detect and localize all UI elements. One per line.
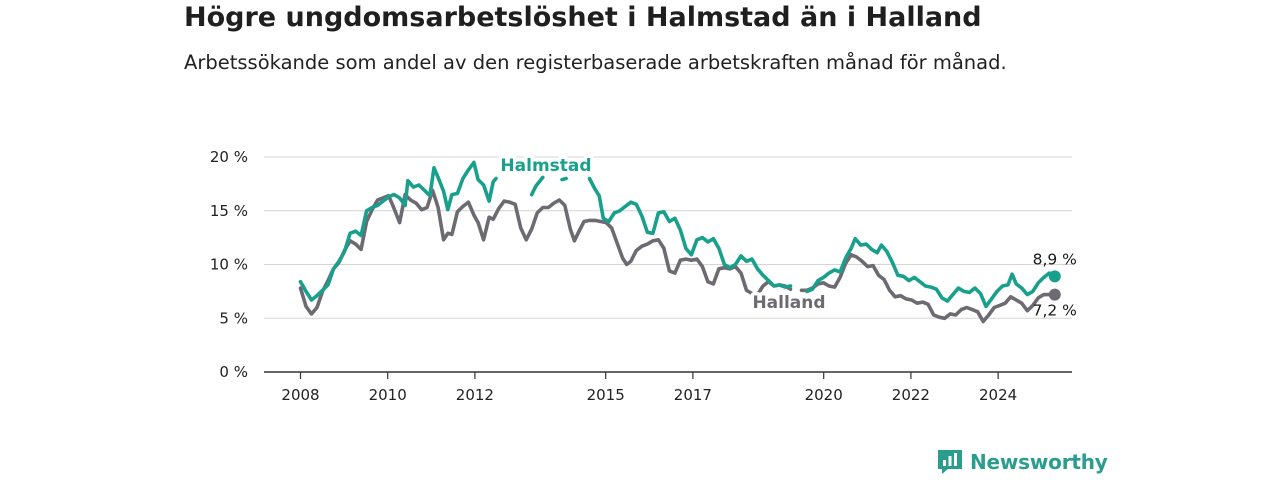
series-end-point-halland: [1048, 288, 1061, 301]
x-tick-label: 2017: [674, 386, 712, 404]
series-line-halmstad: [298, 160, 1057, 309]
brand-name: Newsworthy: [970, 450, 1108, 474]
y-tick-label: 5 %: [219, 309, 248, 327]
series-line-halland: [298, 188, 1057, 324]
brand: Newsworthy: [936, 448, 1108, 476]
x-tick-label: 2010: [369, 386, 407, 404]
x-tick-label: 2022: [892, 386, 930, 404]
x-tick-label: 2008: [281, 386, 319, 404]
y-tick-label: 15 %: [210, 202, 248, 220]
y-tick-label: 20 %: [210, 148, 248, 166]
x-tick-label: 2015: [587, 386, 625, 404]
chart-subtitle: Arbetssökande som andel av den registerb…: [184, 51, 1007, 74]
y-tick-label: 10 %: [210, 256, 248, 274]
series-end-point-halmstad: [1048, 270, 1061, 283]
series-label-halo: Halmstad: [500, 156, 591, 176]
x-tick-label: 2024: [979, 386, 1017, 404]
series-label-halland: Halland: [752, 293, 825, 313]
x-tick-label: 2020: [805, 386, 843, 404]
x-tick-label: 2012: [456, 386, 494, 404]
series-label-halo: Halland: [752, 293, 825, 313]
newsworthy-logo-icon: [938, 450, 962, 474]
end-value-label-halmstad: 8,9 %: [1033, 250, 1077, 268]
end-value-label-halland: 7,2 %: [1033, 302, 1077, 320]
series-label-halmstad: Halmstad: [500, 156, 591, 176]
y-tick-label: 0 %: [219, 363, 248, 381]
chart-title: Högre ungdomsarbetslöshet i Halmstad än …: [184, 2, 982, 33]
